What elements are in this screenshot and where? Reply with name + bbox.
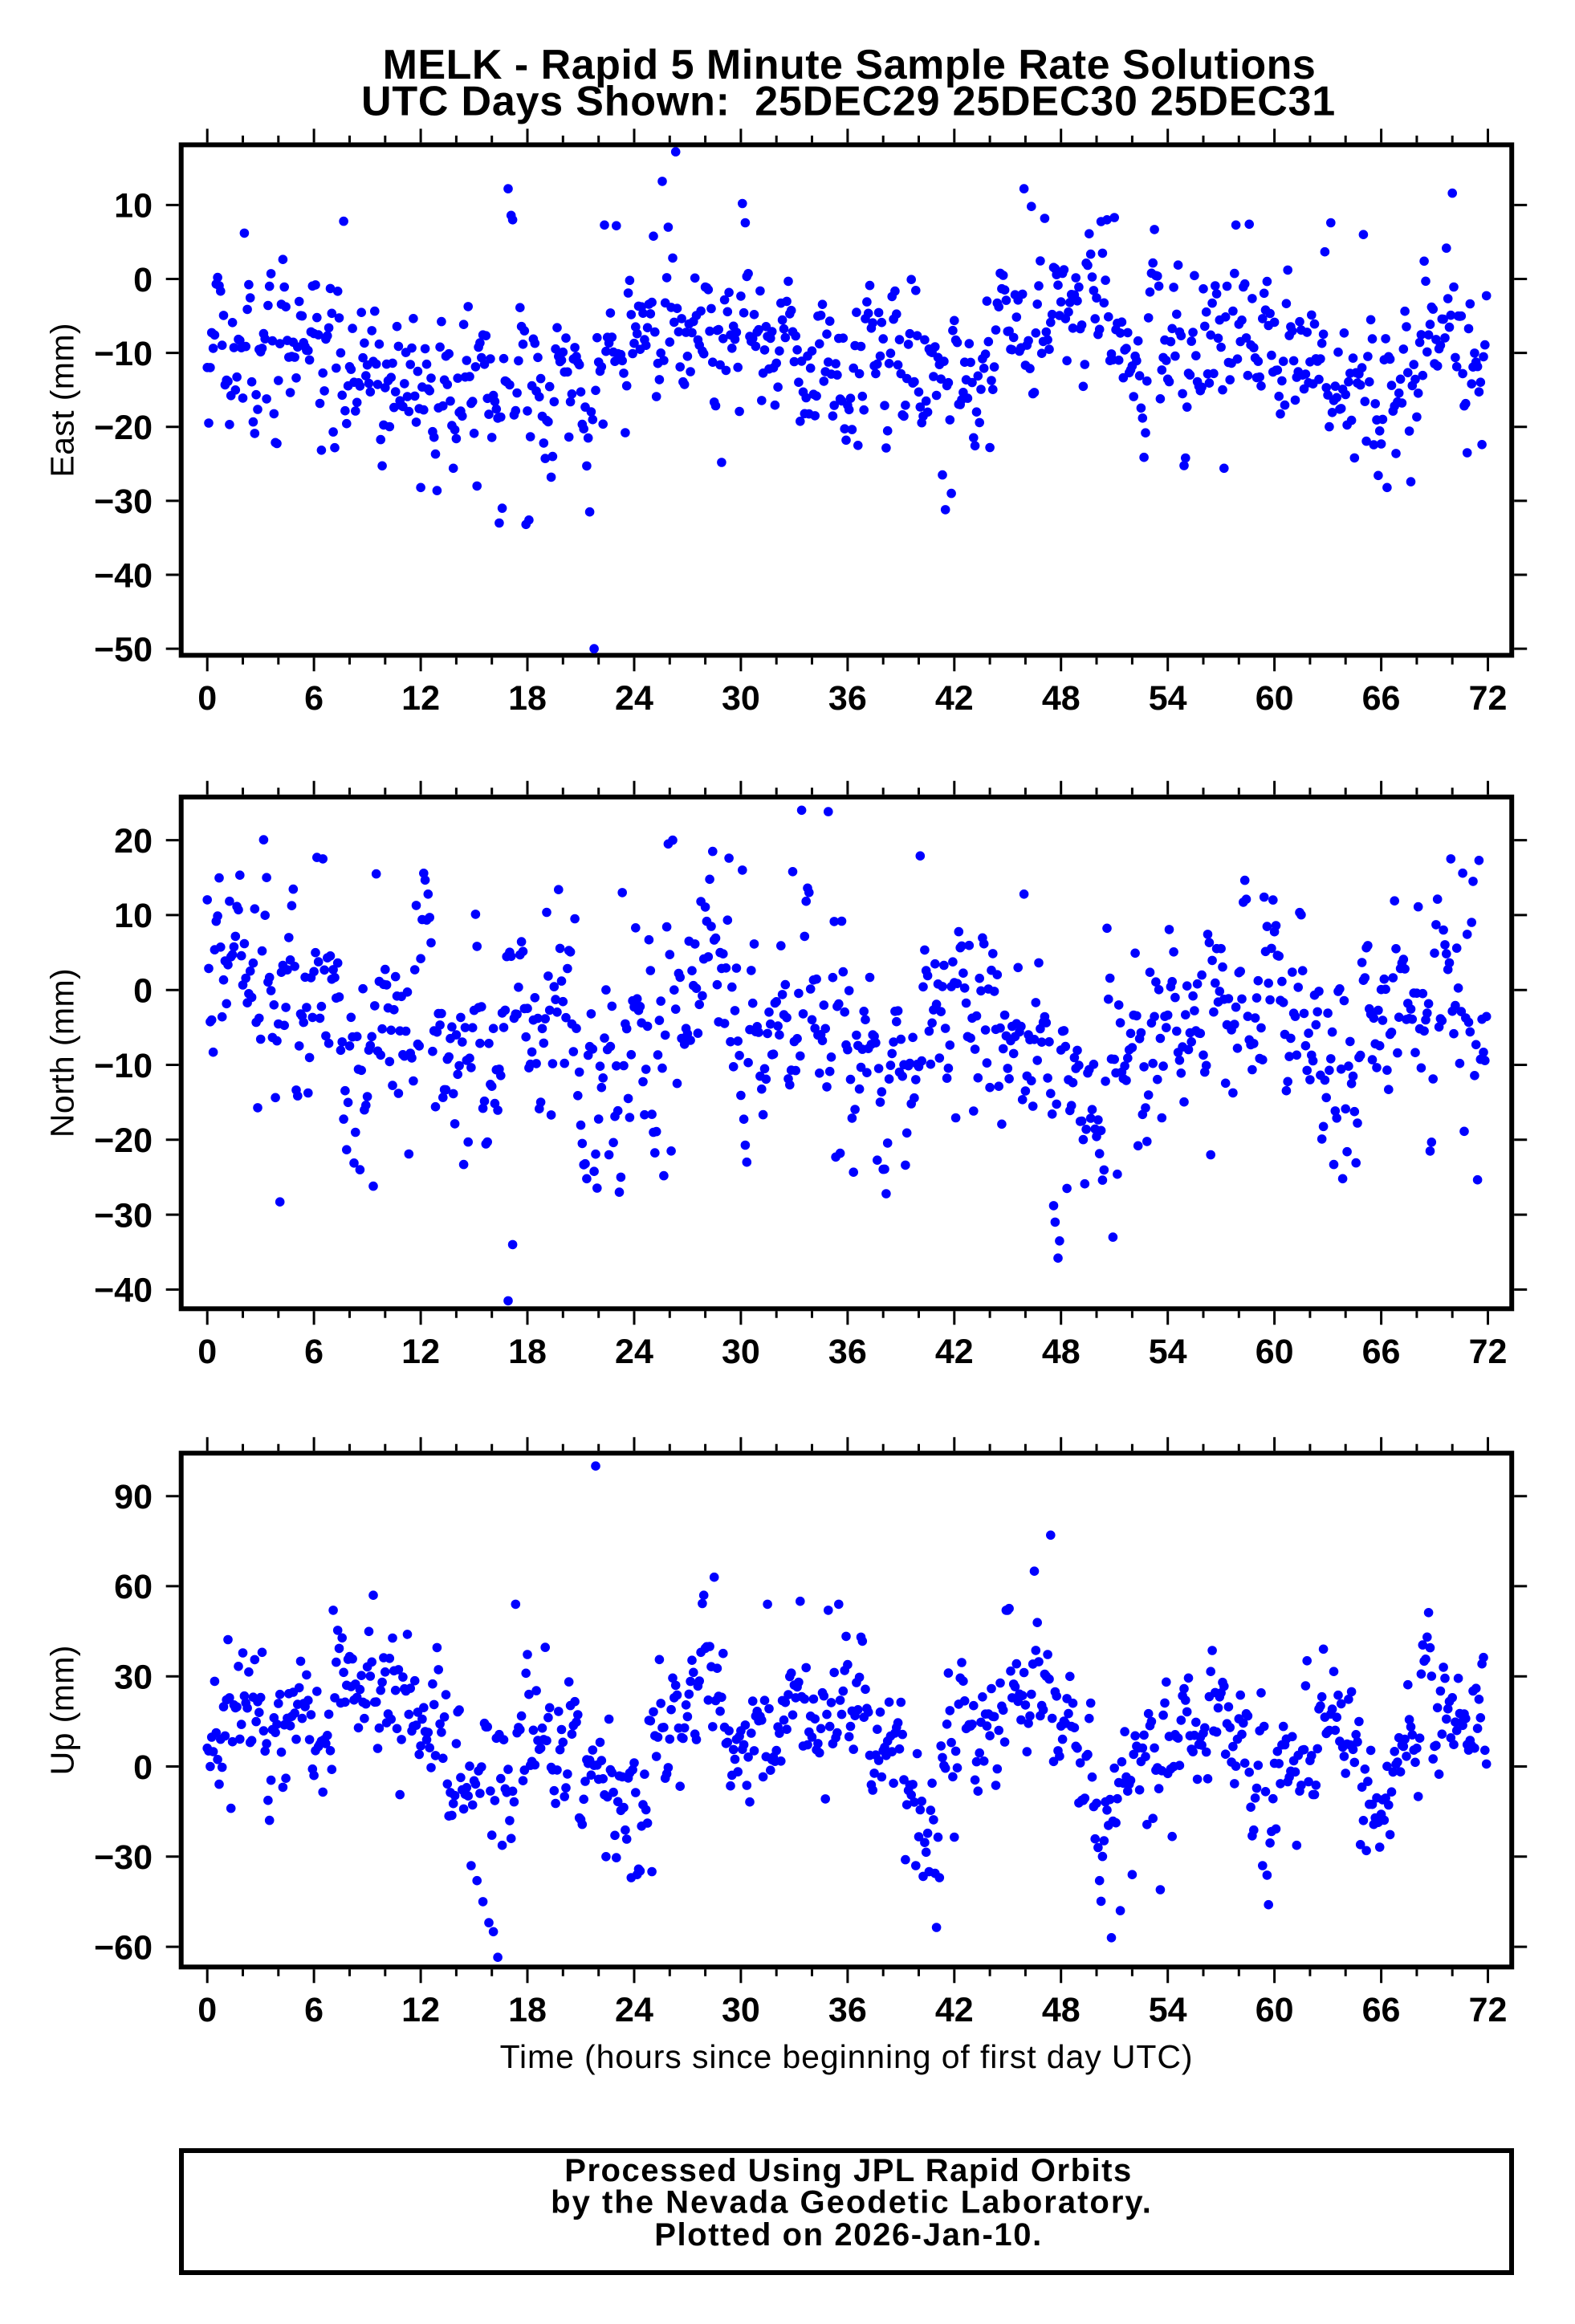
svg-text:18: 18 [508,1333,547,1371]
svg-text:−50: −50 [94,630,153,669]
svg-text:6: 6 [304,679,324,718]
svg-text:−40: −40 [94,556,153,595]
svg-text:24: 24 [615,1991,653,2029]
svg-text:−30: −30 [94,1196,153,1235]
svg-text:12: 12 [401,1333,440,1371]
svg-text:by the Nevada Geodetic Laborat: by the Nevada Geodetic Laboratory. [551,2185,1153,2220]
svg-text:48: 48 [1042,1991,1081,2029]
svg-text:36: 36 [828,1333,867,1371]
svg-text:10: 10 [114,187,153,226]
svg-text:54: 54 [1149,679,1187,718]
svg-text:30: 30 [114,1659,153,1697]
svg-text:66: 66 [1362,1991,1401,2029]
svg-text:−20: −20 [94,409,153,447]
svg-text:Time (hours since beginning of: Time (hours since beginning of first day… [500,2038,1194,2075]
svg-text:66: 66 [1362,1333,1401,1371]
svg-text:24: 24 [615,679,653,718]
svg-text:72: 72 [1469,679,1508,718]
svg-text:0: 0 [133,972,153,1011]
svg-text:48: 48 [1042,1333,1081,1371]
svg-text:−40: −40 [94,1272,153,1310]
svg-text:42: 42 [935,679,974,718]
svg-text:36: 36 [828,679,867,718]
svg-text:18: 18 [508,679,547,718]
svg-text:30: 30 [722,1991,760,2029]
svg-text:72: 72 [1469,1333,1508,1371]
svg-text:60: 60 [1256,679,1294,718]
svg-text:MELK - Rapid 5 Minute Sample R: MELK - Rapid 5 Minute Sample Rate Soluti… [383,42,1317,88]
svg-text:0: 0 [197,1991,217,2029]
svg-text:60: 60 [114,1568,153,1606]
svg-text:North (mm): North (mm) [43,968,80,1138]
svg-text:42: 42 [935,1991,974,2029]
svg-text:36: 36 [828,1991,867,2029]
svg-text:30: 30 [722,1333,760,1371]
svg-text:−10: −10 [94,1047,153,1085]
svg-text:60: 60 [1256,1333,1294,1371]
svg-text:54: 54 [1149,1333,1187,1371]
svg-text:60: 60 [1256,1991,1294,2029]
svg-text:30: 30 [722,679,760,718]
svg-text:Up (mm): Up (mm) [43,1645,80,1775]
svg-text:90: 90 [114,1478,153,1516]
svg-text:6: 6 [304,1991,324,2029]
svg-text:0: 0 [197,1333,217,1371]
svg-text:18: 18 [508,1991,547,2029]
svg-text:UTC Days Shown: 25DEC29 25DEC: UTC Days Shown: 25DEC29 25DEC30 25DEC31 [361,79,1336,125]
svg-text:0: 0 [133,261,153,299]
svg-text:−60: −60 [94,1928,153,1967]
svg-text:72: 72 [1469,1991,1508,2029]
svg-text:−10: −10 [94,335,153,373]
svg-text:Plotted on 2026-Jan-10.: Plotted on 2026-Jan-10. [654,2217,1043,2253]
svg-text:−20: −20 [94,1121,153,1160]
svg-text:−30: −30 [94,1838,153,1877]
svg-text:0: 0 [197,679,217,718]
svg-text:42: 42 [935,1333,974,1371]
svg-text:12: 12 [401,1991,440,2029]
svg-text:24: 24 [615,1333,653,1371]
svg-text:48: 48 [1042,679,1081,718]
svg-text:Processed Using JPL Rapid Orbi: Processed Using JPL Rapid Orbits [564,2153,1132,2188]
svg-text:0: 0 [133,1748,153,1787]
svg-text:10: 10 [114,897,153,935]
svg-text:6: 6 [304,1333,324,1371]
svg-text:East (mm): East (mm) [43,323,80,478]
svg-text:−30: −30 [94,482,153,521]
svg-text:20: 20 [114,822,153,861]
svg-text:66: 66 [1362,679,1401,718]
svg-text:54: 54 [1149,1991,1187,2029]
svg-text:12: 12 [401,679,440,718]
